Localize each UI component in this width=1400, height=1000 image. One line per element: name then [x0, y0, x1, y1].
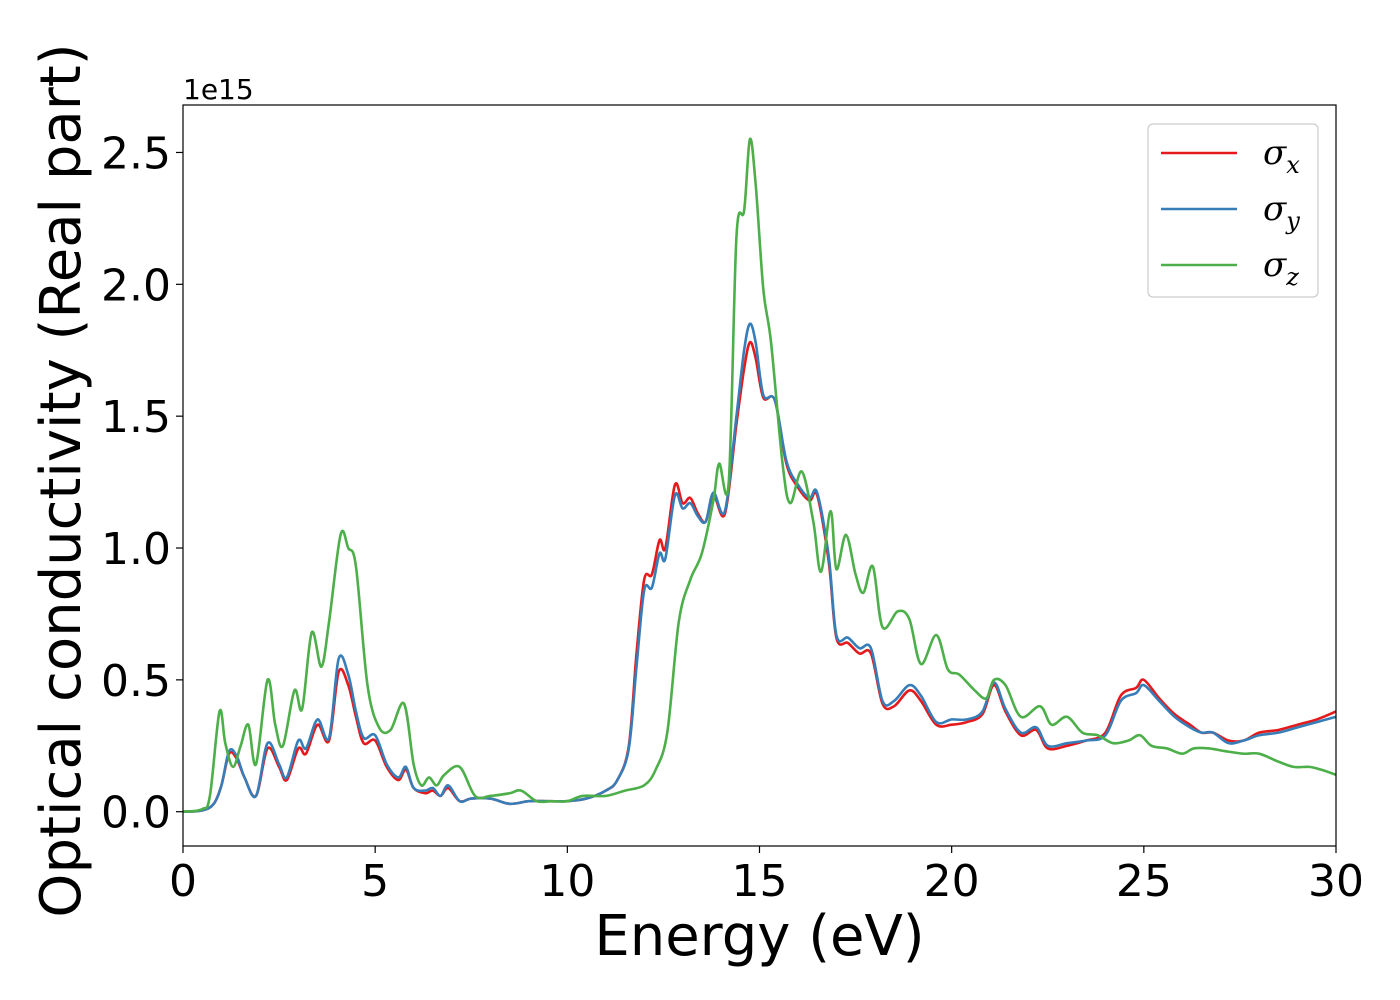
legend-label-y: σy: [1263, 189, 1300, 235]
y-axis-label: Optical conductivity (Real part): [29, 43, 94, 917]
y-tick-label: 1.5: [101, 392, 171, 443]
series-line-y: [183, 322, 1336, 814]
x-tick-label: 5: [361, 856, 389, 907]
ticks-layer: 0 5 10 15 20 25 30 0.0 0.5 1.0 1.5 2.0 2.5: [101, 128, 1364, 907]
x-axis-label: Energy (eV): [594, 904, 924, 969]
x-tick-label: 0: [169, 856, 197, 907]
legend-label-z: σz: [1263, 245, 1299, 291]
series-line-z: [183, 137, 1336, 814]
y-offset-label: 1e15: [183, 73, 254, 106]
legend: σx σy σz: [1147, 123, 1319, 298]
y-tick-label: 0.0: [101, 788, 171, 839]
y-tick-label: 2.5: [101, 128, 171, 179]
x-tick-label: 10: [539, 856, 595, 907]
legend-label-x: σx: [1263, 133, 1300, 179]
series-layer: [183, 137, 1336, 814]
y-tick-label: 2.0: [101, 260, 171, 311]
x-tick-label: 30: [1308, 856, 1364, 907]
x-tick-label: 20: [924, 856, 980, 907]
y-tick-label: 1.0: [101, 524, 171, 575]
y-tick-label: 0.5: [101, 656, 171, 707]
legend-box: [1147, 123, 1319, 298]
x-tick-label: 15: [732, 856, 788, 907]
x-tick-label: 25: [1116, 856, 1172, 907]
